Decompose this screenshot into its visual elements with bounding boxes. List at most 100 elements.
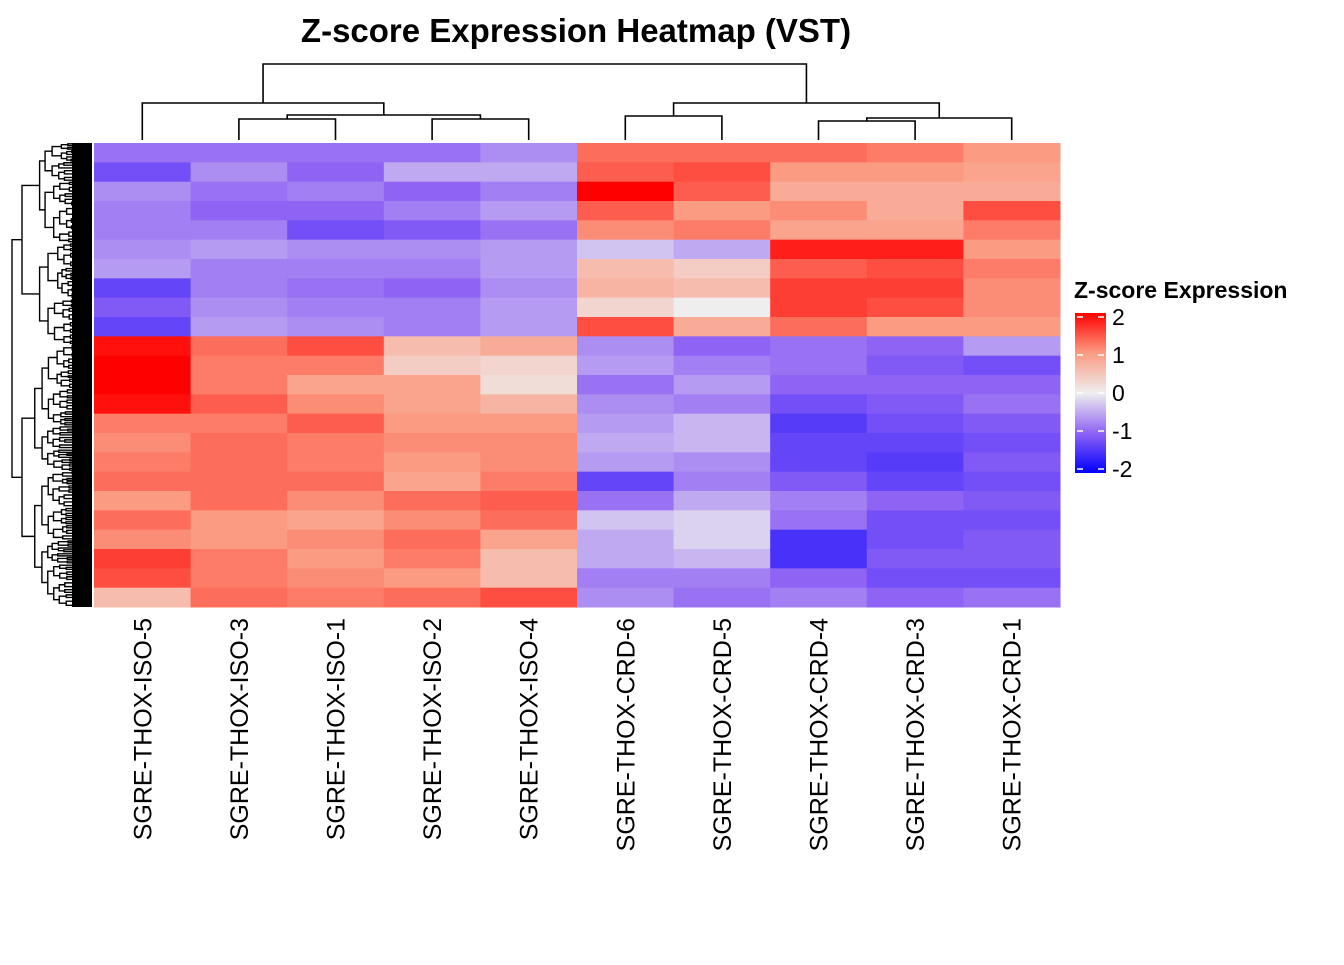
heatmap-cell (94, 394, 192, 415)
heatmap-cell (866, 510, 964, 531)
dendrogram-branch (58, 210, 67, 225)
heatmap-cell (577, 510, 675, 531)
heatmap-cell (94, 510, 192, 531)
heatmap-cell (383, 549, 481, 569)
heatmap-cell (480, 278, 578, 299)
heatmap-cell (480, 413, 578, 434)
heatmap-cell (383, 220, 481, 241)
legend-tick-label: -2 (1112, 456, 1132, 482)
heatmap-cell (577, 317, 675, 337)
dendrogram-branch (21, 417, 35, 538)
heatmap-cell (383, 297, 481, 318)
heatmap-cell (963, 239, 1061, 260)
heatmap-cell (866, 317, 964, 337)
heatmap-cell (190, 201, 288, 221)
dendrogram-branch (61, 478, 68, 484)
heatmap-cell (480, 433, 578, 453)
heatmap-cell (673, 491, 771, 511)
heatmap-cell (287, 587, 385, 608)
column-label: SGRE-THOX-ISO-5 (129, 618, 157, 840)
dendrogram-branch (63, 347, 73, 356)
heatmap-cell (963, 181, 1061, 202)
heatmap-cell (480, 317, 578, 337)
heatmap-cell (770, 491, 868, 511)
dendrogram-branch (41, 367, 49, 410)
dendrogram-branch (60, 418, 66, 425)
heatmap-cell (963, 259, 1061, 279)
heatmap-cell (383, 471, 481, 492)
heatmap-cell (770, 529, 868, 550)
dendrogram-branch (59, 572, 67, 579)
heatmap-cell (963, 549, 1061, 569)
heatmap-cell (963, 452, 1061, 473)
heatmap-cell (673, 259, 771, 279)
heatmap-cell (480, 143, 578, 163)
heatmap-cell (866, 355, 964, 376)
heatmap-cell (673, 278, 771, 299)
heatmap-cell (480, 568, 578, 589)
heatmap-cell (577, 413, 675, 434)
dendrogram-branch (63, 244, 71, 251)
heatmap-cell (963, 278, 1061, 299)
heatmap-cell (577, 143, 675, 163)
dendrogram-branch (60, 152, 67, 160)
heatmap-cell (287, 452, 385, 473)
heatmap-cell (770, 510, 868, 531)
heatmap-cell (866, 278, 964, 299)
heatmap-cell (770, 452, 868, 473)
heatmap-cell (673, 510, 771, 531)
heatmap-cell (963, 471, 1061, 492)
column-label: SGRE-THOX-ISO-3 (226, 618, 254, 840)
chart-title: Z-score Expression Heatmap (VST) (301, 12, 851, 49)
heatmap-cell (94, 375, 192, 395)
dendrogram-branch (63, 336, 71, 344)
dendrogram-branch (58, 233, 69, 242)
dendrogram-branch (58, 496, 65, 505)
dendrogram-branch (59, 390, 68, 398)
heatmap-cell (770, 259, 868, 279)
heatmap-cell (287, 201, 385, 221)
heatmap-cell (383, 375, 481, 395)
heatmap-cell (577, 433, 675, 453)
dendrogram-branch (53, 587, 60, 601)
heatmap-cell (963, 143, 1061, 163)
heatmap-cell (287, 162, 385, 183)
dendrogram-branch (56, 350, 64, 365)
dendrogram-branch (63, 360, 69, 368)
dendrogram-leaves (72, 143, 92, 607)
heatmap-cell (94, 336, 192, 357)
dendrogram-branch (11, 238, 22, 478)
heatmap-cell (383, 568, 481, 589)
heatmap-cell (673, 162, 771, 183)
heatmap-cell (866, 336, 964, 357)
dendrogram-branch (47, 515, 54, 535)
heatmap-cell (94, 587, 192, 608)
dendrogram-branch (44, 150, 53, 172)
heatmap-cell (383, 201, 481, 221)
dendrogram-branch (53, 302, 64, 315)
heatmap-cell (673, 587, 771, 608)
heatmap-cell (673, 394, 771, 415)
heatmap-cell (480, 355, 578, 376)
dendrogram-branch (53, 326, 64, 341)
heatmap-cell (287, 510, 385, 531)
heatmap-cell (94, 259, 192, 279)
heatmap-cell (866, 220, 964, 241)
heatmap-cell (673, 355, 771, 376)
dendrogram-branch (59, 400, 68, 408)
dendrogram-branch (60, 371, 69, 378)
heatmap-cell (480, 239, 578, 260)
heatmap-cell (383, 452, 481, 473)
heatmap-cell (94, 317, 192, 337)
heatmap-cell (673, 220, 771, 241)
heatmap-cell (94, 239, 192, 260)
heatmap-cell (190, 278, 288, 299)
heatmap-cell (673, 181, 771, 202)
dendrogram-branch (57, 540, 69, 546)
heatmap-cell (866, 375, 964, 395)
dendrogram-branch (52, 438, 60, 447)
heatmap-cell (480, 549, 578, 569)
dendrogram-branch (41, 436, 48, 460)
heatmap-cell (866, 529, 964, 550)
heatmap-cell (287, 336, 385, 357)
